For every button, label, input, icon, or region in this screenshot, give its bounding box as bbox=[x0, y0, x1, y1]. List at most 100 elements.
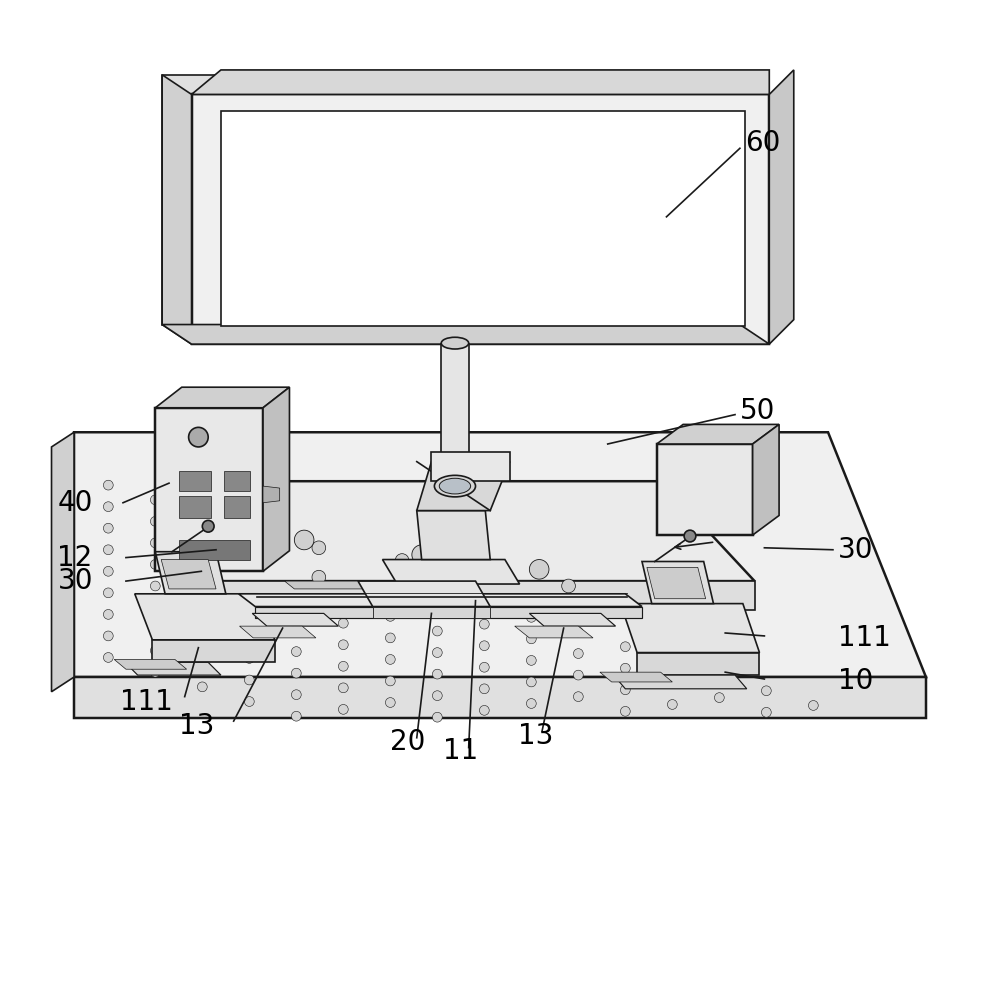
Polygon shape bbox=[162, 75, 192, 344]
Circle shape bbox=[103, 588, 113, 598]
Circle shape bbox=[150, 646, 160, 656]
Circle shape bbox=[338, 597, 348, 607]
Circle shape bbox=[479, 598, 489, 608]
Circle shape bbox=[385, 612, 395, 622]
Circle shape bbox=[150, 667, 160, 677]
Polygon shape bbox=[373, 607, 490, 619]
Circle shape bbox=[229, 558, 242, 572]
Circle shape bbox=[562, 579, 575, 593]
Circle shape bbox=[526, 634, 536, 644]
Polygon shape bbox=[529, 614, 616, 627]
Circle shape bbox=[197, 661, 207, 670]
Ellipse shape bbox=[441, 337, 469, 349]
Polygon shape bbox=[114, 660, 187, 669]
Circle shape bbox=[189, 427, 208, 447]
Polygon shape bbox=[192, 94, 769, 344]
Circle shape bbox=[432, 627, 442, 636]
Circle shape bbox=[291, 689, 301, 699]
Circle shape bbox=[667, 699, 677, 709]
Circle shape bbox=[432, 712, 442, 722]
Polygon shape bbox=[285, 581, 431, 589]
Circle shape bbox=[479, 663, 489, 672]
Polygon shape bbox=[637, 653, 759, 675]
Circle shape bbox=[338, 575, 348, 585]
Circle shape bbox=[197, 553, 207, 563]
Circle shape bbox=[432, 583, 442, 593]
Text: 12: 12 bbox=[57, 544, 93, 572]
Polygon shape bbox=[255, 607, 642, 619]
Polygon shape bbox=[252, 614, 338, 627]
Circle shape bbox=[150, 625, 160, 634]
Text: 30: 30 bbox=[57, 567, 93, 595]
Circle shape bbox=[150, 603, 160, 613]
Circle shape bbox=[620, 684, 630, 694]
Circle shape bbox=[197, 618, 207, 627]
Polygon shape bbox=[417, 511, 490, 560]
Circle shape bbox=[385, 590, 395, 600]
Circle shape bbox=[197, 510, 207, 519]
Circle shape bbox=[432, 669, 442, 679]
Circle shape bbox=[573, 691, 583, 701]
Circle shape bbox=[761, 685, 771, 695]
Circle shape bbox=[197, 639, 207, 649]
Circle shape bbox=[573, 670, 583, 680]
Circle shape bbox=[103, 545, 113, 555]
Polygon shape bbox=[161, 560, 216, 589]
Circle shape bbox=[244, 568, 254, 577]
Circle shape bbox=[197, 574, 207, 584]
Text: 13: 13 bbox=[518, 722, 553, 750]
Circle shape bbox=[244, 696, 254, 706]
Circle shape bbox=[479, 705, 489, 715]
Circle shape bbox=[244, 589, 254, 599]
Polygon shape bbox=[179, 471, 211, 491]
Circle shape bbox=[103, 502, 113, 512]
Polygon shape bbox=[614, 675, 747, 688]
Circle shape bbox=[478, 567, 492, 580]
Circle shape bbox=[432, 648, 442, 658]
Circle shape bbox=[202, 520, 214, 532]
Circle shape bbox=[291, 582, 301, 592]
Polygon shape bbox=[600, 672, 672, 682]
Polygon shape bbox=[162, 324, 769, 344]
Circle shape bbox=[385, 655, 395, 664]
Text: 30: 30 bbox=[838, 536, 873, 564]
Circle shape bbox=[291, 604, 301, 614]
Circle shape bbox=[291, 668, 301, 678]
Text: 11: 11 bbox=[443, 737, 478, 766]
Circle shape bbox=[808, 700, 818, 710]
Circle shape bbox=[103, 631, 113, 641]
Circle shape bbox=[291, 561, 301, 571]
Polygon shape bbox=[769, 70, 794, 344]
Ellipse shape bbox=[439, 478, 471, 494]
Polygon shape bbox=[155, 387, 289, 408]
Circle shape bbox=[229, 528, 242, 542]
Circle shape bbox=[291, 539, 301, 549]
Text: 111: 111 bbox=[838, 624, 891, 652]
Circle shape bbox=[294, 530, 314, 550]
Circle shape bbox=[244, 611, 254, 621]
Polygon shape bbox=[382, 560, 520, 584]
Circle shape bbox=[197, 596, 207, 606]
Circle shape bbox=[573, 627, 583, 637]
Polygon shape bbox=[52, 432, 74, 691]
Circle shape bbox=[338, 662, 348, 671]
Polygon shape bbox=[155, 552, 226, 594]
Circle shape bbox=[620, 664, 630, 673]
Circle shape bbox=[150, 581, 160, 591]
Polygon shape bbox=[642, 562, 713, 604]
Circle shape bbox=[150, 495, 160, 505]
Circle shape bbox=[714, 692, 724, 702]
Polygon shape bbox=[358, 581, 490, 607]
Circle shape bbox=[291, 711, 301, 721]
Circle shape bbox=[150, 560, 160, 570]
Circle shape bbox=[244, 654, 254, 664]
Circle shape bbox=[338, 682, 348, 692]
Circle shape bbox=[620, 706, 630, 716]
Circle shape bbox=[338, 640, 348, 650]
Text: 10: 10 bbox=[838, 667, 873, 695]
Circle shape bbox=[291, 647, 301, 657]
Polygon shape bbox=[239, 594, 642, 607]
Circle shape bbox=[479, 620, 489, 629]
Polygon shape bbox=[657, 424, 779, 444]
Polygon shape bbox=[192, 481, 755, 581]
